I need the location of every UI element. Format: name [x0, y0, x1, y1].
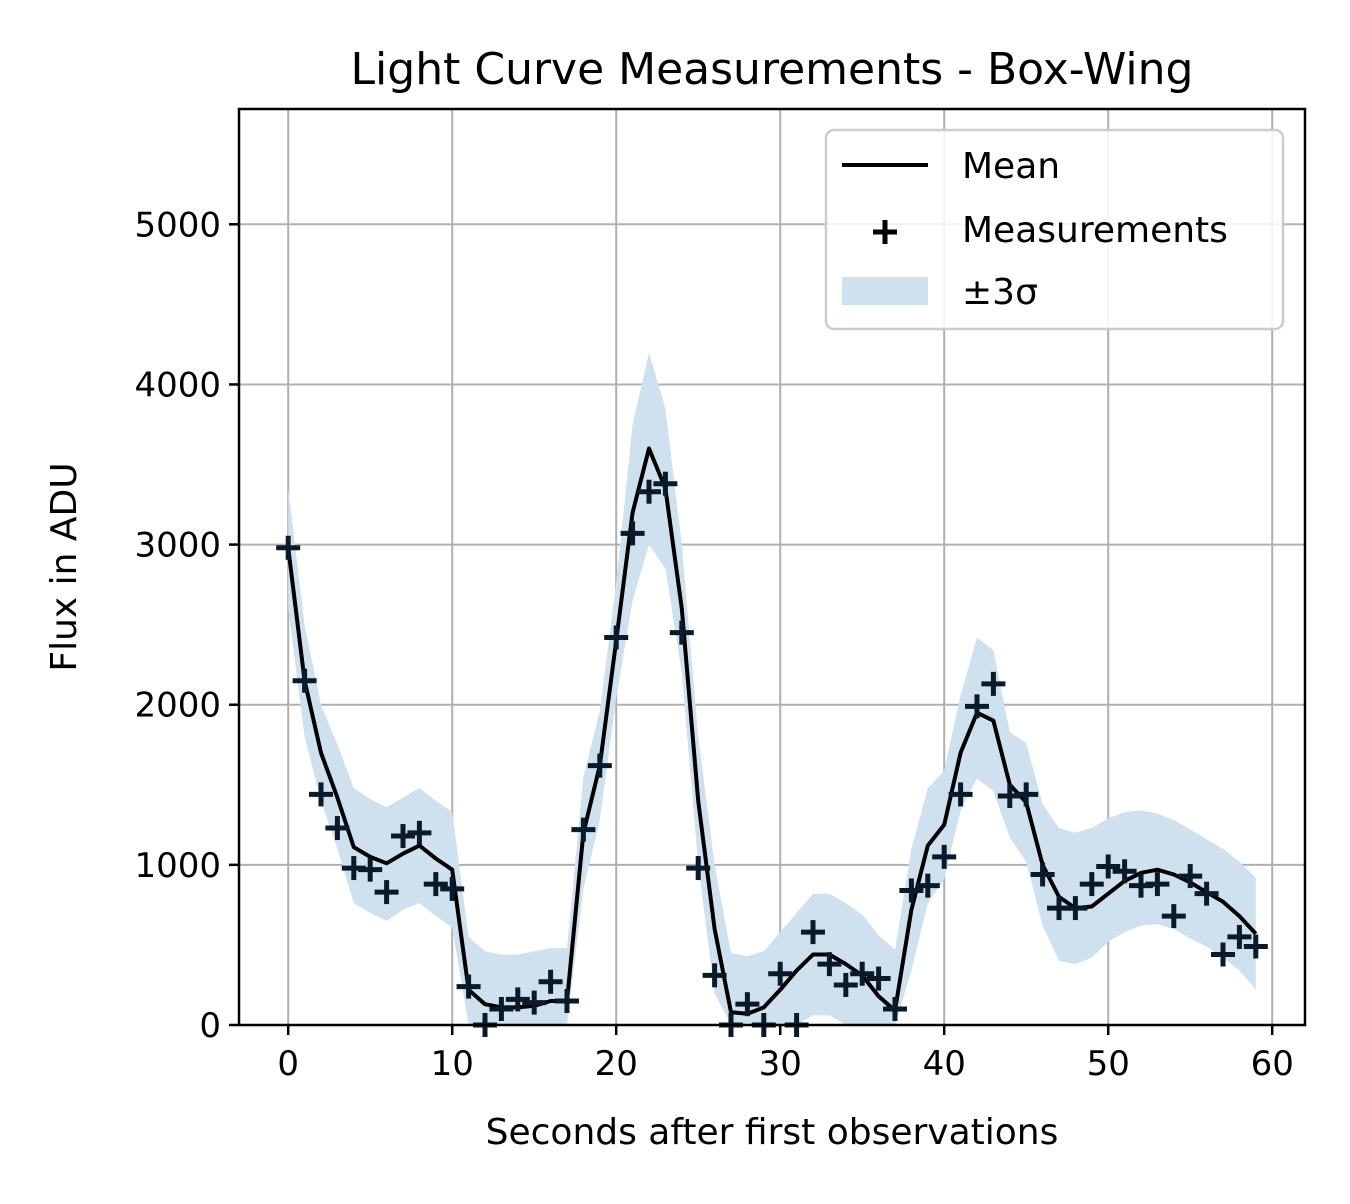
measurement-point	[1145, 872, 1170, 897]
measurement-point	[407, 820, 432, 845]
measurement-point	[1161, 904, 1186, 929]
measurement-point	[555, 988, 579, 1013]
measurement-point	[932, 844, 957, 869]
measurement-point	[571, 817, 596, 842]
mean-line	[286, 446, 1258, 1016]
mean-line-layer	[286, 446, 1258, 1016]
y-tick-label: 1000	[134, 846, 221, 886]
measurement-point	[1112, 859, 1137, 884]
x-tick-label: 0	[277, 1044, 299, 1084]
measurement-point	[423, 872, 448, 897]
axis-ticks: 0 10 20 30 40 50 60 0 1000 2000 3000 4000 5000	[134, 205, 1293, 1084]
measurement-point	[1079, 872, 1104, 897]
measurement-point	[669, 620, 694, 645]
measurement-point	[833, 972, 858, 997]
measurement-point	[883, 996, 907, 1021]
measurement-point	[653, 471, 678, 496]
y-tick-label: 0	[199, 1006, 221, 1046]
measurement-point	[768, 961, 793, 986]
x-tick-label: 40	[923, 1044, 966, 1084]
x-tick-label: 50	[1087, 1044, 1130, 1084]
measurement-point	[1227, 924, 1252, 949]
measurement-point	[620, 521, 645, 546]
measurement-point	[1194, 881, 1219, 906]
x-tick-label: 30	[759, 1044, 802, 1084]
y-tick-label: 4000	[134, 365, 221, 405]
measurement-point	[325, 816, 350, 841]
measurement-marker-layer	[276, 471, 1268, 1037]
x-tick-label: 20	[595, 1044, 638, 1084]
y-axis-label: Flux in ADU	[44, 462, 85, 671]
measurement-point	[456, 974, 481, 999]
legend-measurement-swatch	[873, 220, 897, 244]
measurement-point	[915, 873, 940, 898]
measurement-point	[292, 668, 317, 693]
measurement-point	[637, 479, 661, 504]
measurement-point	[1178, 864, 1203, 889]
x-tick-label: 10	[431, 1044, 474, 1084]
y-tick-label: 5000	[134, 205, 221, 245]
measurement-point	[866, 966, 891, 991]
measurement-point	[358, 857, 383, 882]
measurement-point	[801, 920, 825, 945]
measurement-point	[276, 535, 301, 560]
y-tick-label: 3000	[134, 526, 221, 566]
legend-box	[824, 128, 1285, 331]
measurement-point	[587, 753, 612, 778]
legend-band-swatch	[842, 277, 928, 305]
x-tick-label: 60	[1251, 1044, 1294, 1084]
measurement-point	[309, 782, 333, 807]
measurement-point	[505, 987, 530, 1012]
measurement-point	[1030, 862, 1055, 887]
measurement-point	[522, 990, 547, 1015]
measurement-point	[1243, 934, 1268, 959]
measurement-point	[948, 782, 973, 807]
measurement-point	[702, 963, 727, 988]
measurement-point	[686, 856, 711, 881]
measurement-point	[440, 876, 465, 901]
measurement-point	[981, 671, 1006, 696]
measurement-point	[735, 992, 760, 1017]
measurement-point	[965, 694, 989, 719]
measurement-point	[1014, 782, 1039, 807]
measurement-point	[391, 824, 415, 849]
measurement-point	[604, 625, 629, 650]
y-tick-label: 2000	[134, 686, 221, 726]
measurement-point	[1096, 854, 1121, 879]
legend-measurements-label: Measurements	[962, 210, 1228, 251]
measurement-point	[1063, 896, 1088, 921]
x-axis-label: Seconds after first observations	[486, 1112, 1059, 1153]
measurement-point	[538, 969, 563, 994]
measurement-point	[374, 880, 399, 905]
legend: Mean Measurements ±3σ	[824, 128, 1285, 331]
legend-band-label: ±3σ	[962, 272, 1038, 313]
measurement-point	[489, 996, 514, 1021]
measurement-point	[1211, 942, 1235, 967]
measurement-point	[850, 961, 875, 986]
measurement-point	[817, 952, 842, 977]
legend-mean-label: Mean	[962, 146, 1060, 187]
chart-title: Light Curve Measurements - Box-Wing	[351, 44, 1194, 95]
measurement-point	[899, 878, 924, 903]
plot-frame	[237, 107, 1307, 1027]
